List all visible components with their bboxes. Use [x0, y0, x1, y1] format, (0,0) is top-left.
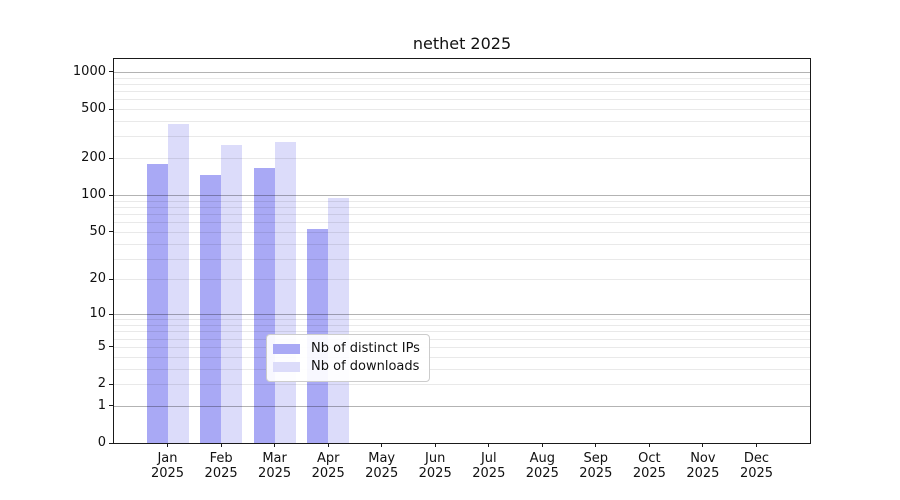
y-gridline-minor: [114, 99, 810, 101]
bar-downloads: [274, 142, 296, 443]
x-axis-tick: [381, 443, 383, 447]
x-axis-tick-label: Sep 2025: [579, 451, 613, 481]
legend-entry: Nb of downloads: [273, 359, 420, 375]
y-axis-tick-label: 200: [81, 150, 106, 166]
bar-downloads: [167, 124, 189, 443]
y-gridline-minor: [114, 121, 810, 122]
y-axis-tick: [109, 231, 113, 233]
x-axis-tick-label: Dec 2025: [739, 451, 774, 481]
y-axis-tick-label: 5: [97, 338, 106, 354]
legend: Nb of distinct IPs Nb of downloads: [266, 334, 430, 382]
x-axis-tick: [274, 443, 276, 447]
y-axis-tick: [109, 194, 113, 196]
y-axis-tick-label: 500: [81, 101, 106, 116]
legend-label: Nb of downloads: [311, 359, 420, 374]
y-axis-tick: [109, 313, 113, 315]
x-axis-tick: [595, 443, 597, 447]
x-axis-tick-label: Nov 2025: [686, 451, 720, 481]
y-axis-tick: [109, 108, 113, 110]
y-axis-tick-label: 20: [89, 271, 106, 287]
x-axis-tick: [648, 443, 650, 447]
bar-distinct-ips: [253, 168, 275, 443]
y-axis-tick-label: 2: [97, 376, 106, 391]
y-axis-tick: [109, 383, 113, 385]
y-axis-tick: [109, 157, 113, 159]
y-axis-tick-label: 100: [81, 187, 106, 203]
y-gridline-major: [114, 71, 810, 73]
legend-entry: Nb of distinct IPs: [273, 341, 420, 357]
x-axis-tick: [220, 443, 222, 447]
x-axis-tick-label: Apr 2025: [311, 451, 345, 481]
y-gridline-minor: [114, 158, 810, 160]
x-axis-tick-label: Jul 2025: [472, 451, 506, 481]
y-axis-tick-label: 50: [89, 223, 106, 239]
bar-downloads: [328, 197, 350, 443]
x-axis-tick: [167, 443, 168, 447]
y-axis-tick-label: 1: [97, 397, 106, 413]
chart-title: nethet 2025: [412, 34, 512, 53]
x-axis-tick: [756, 443, 757, 447]
y-axis-tick: [109, 71, 113, 73]
y-axis-tick-label: 0: [97, 435, 106, 450]
plot-area: 0 1 2 5 10 20 50 100 200 500 1000 Jan 2025 Feb 2025 M…: [73, 58, 811, 481]
bar-distinct-ips: [200, 175, 222, 443]
y-axis-tick: [109, 346, 113, 348]
x-axis-tick-label: Oct 2025: [632, 451, 666, 481]
x-axis-tick-label: Aug 2025: [525, 451, 559, 481]
y-axis-tick-label: 10: [89, 306, 106, 322]
x-axis-tick: [434, 443, 436, 447]
x-axis-tick-label: May 2025: [365, 451, 399, 481]
y-axis-tick: [109, 405, 113, 407]
legend-swatch: [273, 362, 300, 372]
bar-distinct-ips: [146, 163, 168, 443]
y-gridline-minor: [114, 83, 810, 85]
y-gridline-minor: [114, 136, 810, 138]
x-axis-tick-label: Mar 2025: [258, 451, 292, 481]
y-gridline-minor: [114, 77, 810, 79]
x-axis-tick: [702, 443, 704, 447]
x-axis-tick: [541, 443, 543, 447]
x-axis-tick-label: Jan 2025: [150, 451, 185, 481]
legend-swatch: [273, 344, 300, 354]
y-gridline-minor: [114, 109, 810, 110]
x-axis-tick-label: Feb 2025: [204, 451, 238, 481]
x-axis-tick-label: Jun 2025: [418, 451, 452, 481]
x-axis-tick: [488, 443, 490, 447]
y-gridline-minor: [114, 91, 810, 92]
x-axis-tick: [327, 443, 329, 447]
y-axis-tick: [109, 442, 113, 444]
bar-downloads: [221, 145, 243, 443]
y-axis-tick: [109, 278, 113, 280]
legend-label: Nb of distinct IPs: [311, 341, 420, 356]
y-axis-tick-label: 1000: [72, 63, 106, 79]
